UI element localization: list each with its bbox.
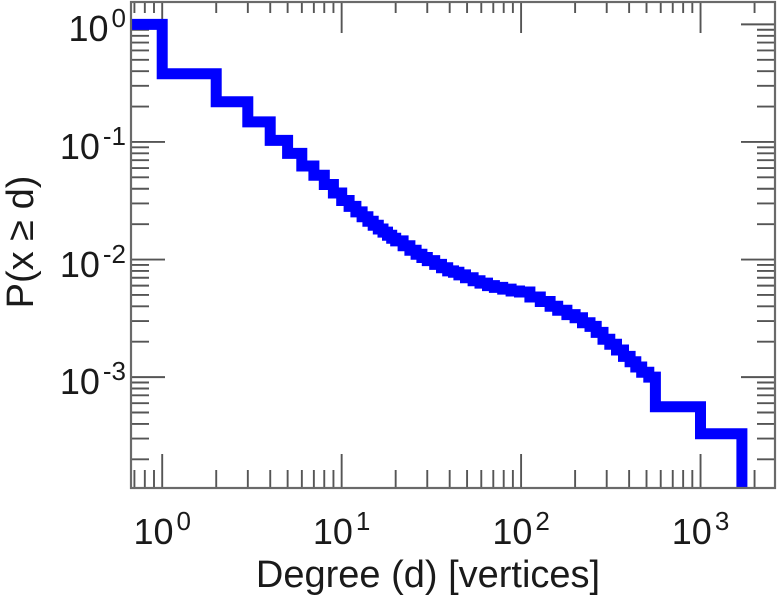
x-tick-label: 10 3 [671, 506, 730, 552]
y-tick-label: 10 -3 [59, 356, 126, 403]
x-tick-label: 10 0 [133, 506, 191, 552]
x-tick-label: 10 1 [312, 506, 371, 552]
ccdf-curve [131, 18, 748, 488]
x-axis-title: Degree (d) [vertices] [255, 554, 601, 596]
axis-ticks [132, 3, 774, 487]
y-tick-label: 10 -2 [59, 238, 126, 285]
y-axis-title: P(x ≥ d) [0, 175, 42, 309]
y-tick-label: 10 -1 [59, 120, 126, 167]
x-tick-label: 10 2 [492, 506, 550, 552]
y-tick-label: 10 0 [68, 3, 126, 50]
plot-border [129, 0, 777, 490]
